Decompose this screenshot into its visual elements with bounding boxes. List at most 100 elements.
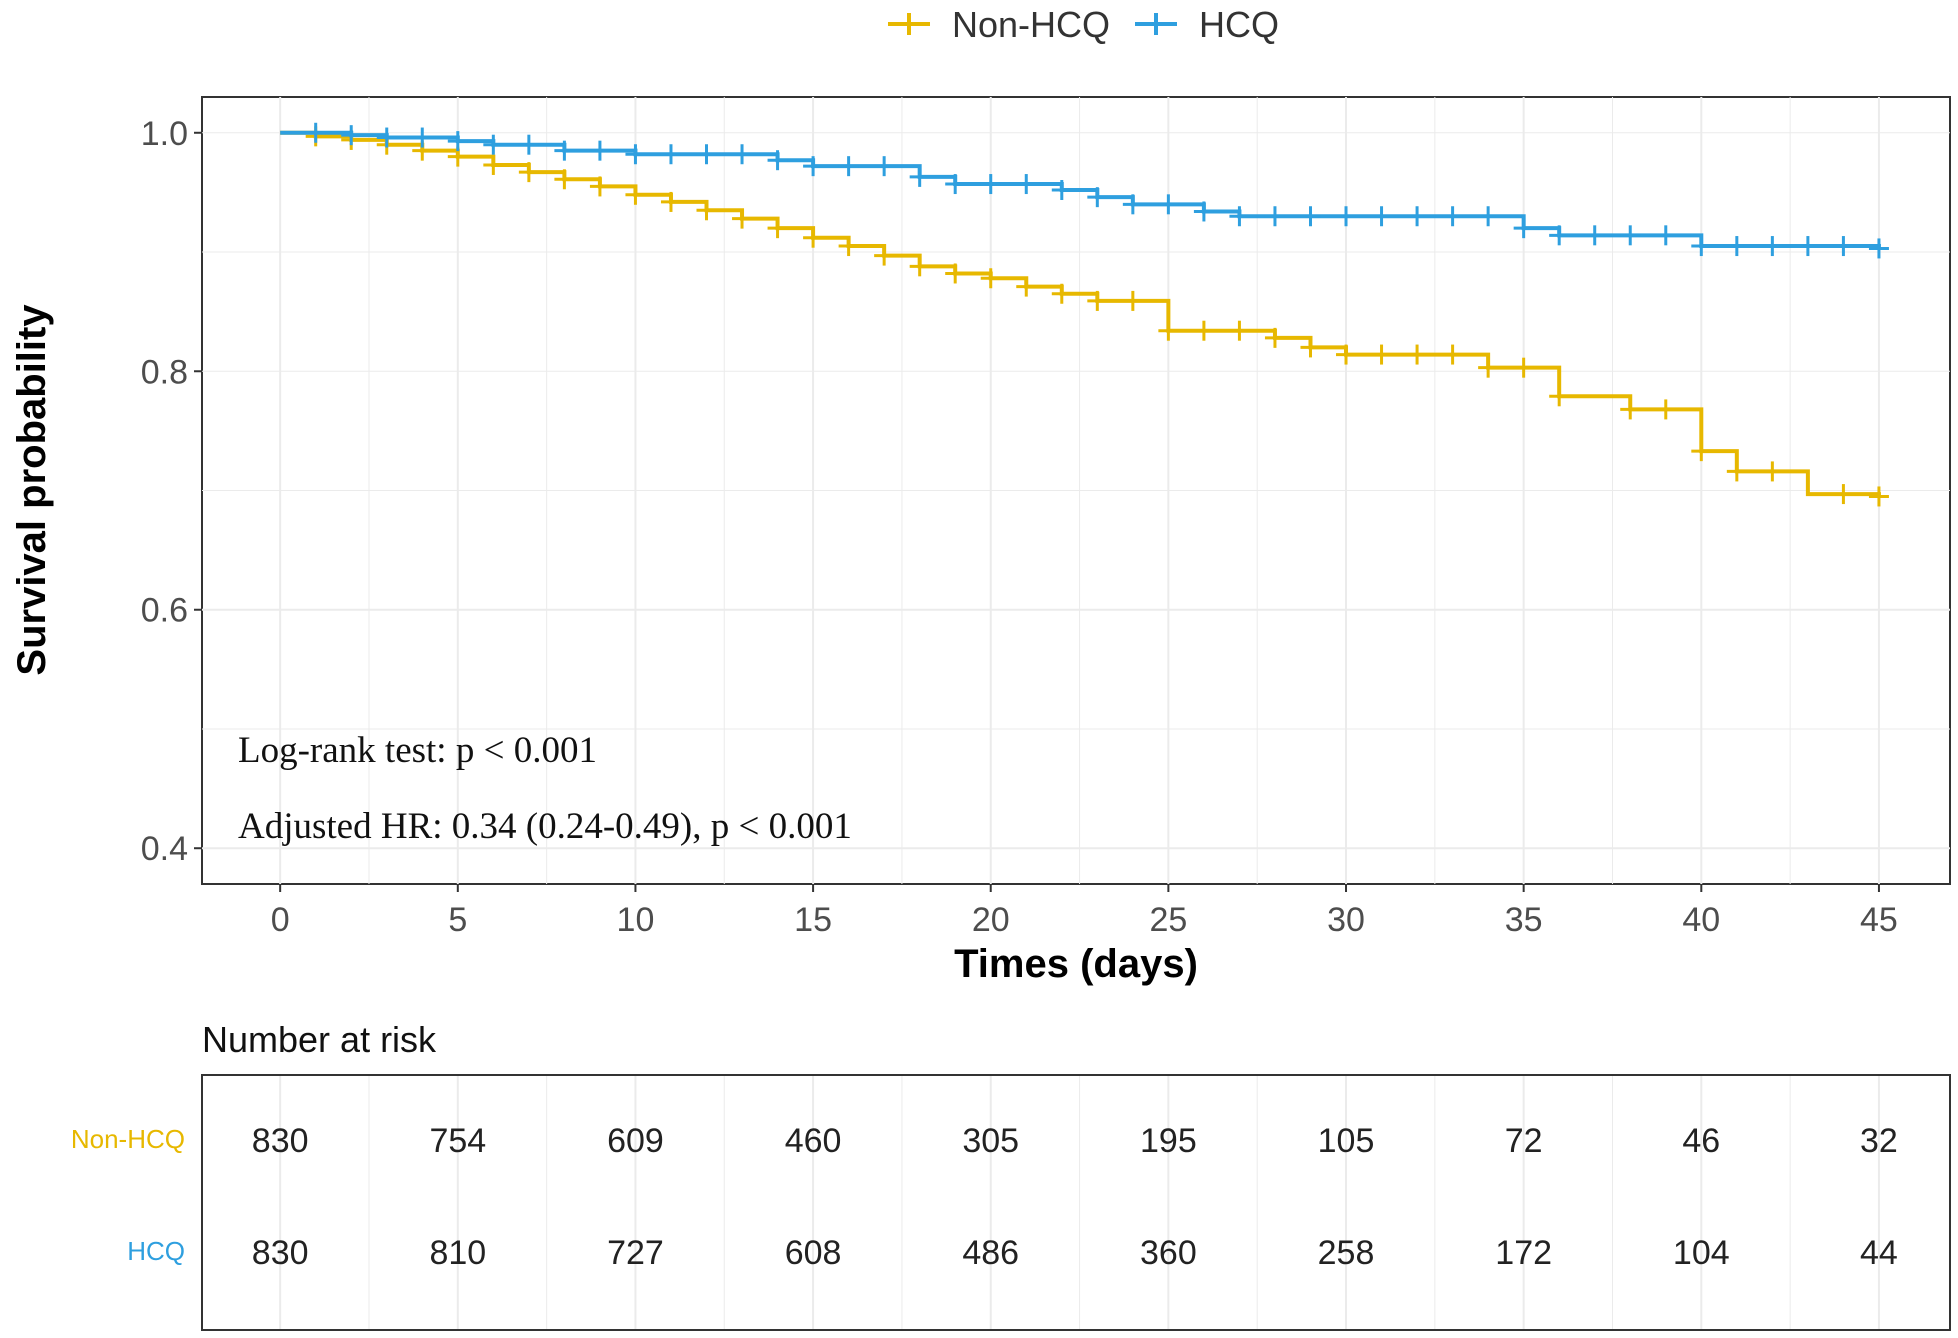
censor-mark-hcq xyxy=(447,131,468,152)
risk-row-label: Non-HCQ xyxy=(71,1124,185,1154)
x-tick-label: 20 xyxy=(972,901,1010,939)
censor-mark-non-hcq xyxy=(874,245,895,266)
censor-mark-hcq xyxy=(1478,206,1499,227)
risk-cell: 305 xyxy=(962,1122,1019,1160)
censor-mark-non-hcq xyxy=(1016,276,1037,297)
censor-mark-hcq xyxy=(1620,225,1641,246)
risk-cell: 830 xyxy=(252,1122,309,1160)
survival-plot: 0.4 0.6 0.8 1.0 0 5 10 15 20 25 30 35 40 45 Survival… xyxy=(10,96,1951,986)
censor-mark-hcq xyxy=(1229,206,1250,227)
censor-mark-non-hcq xyxy=(1371,344,1392,365)
risk-cell: 460 xyxy=(785,1122,842,1160)
censor-mark-hcq xyxy=(732,144,753,165)
legend-label-hcq: HCQ xyxy=(1199,4,1279,45)
risk-cell: 104 xyxy=(1673,1234,1730,1272)
x-tick-label: 5 xyxy=(448,901,467,939)
censor-mark-hcq xyxy=(838,156,859,177)
censor-mark-hcq xyxy=(1122,194,1143,215)
censor-mark-hcq xyxy=(909,166,930,187)
censor-mark-hcq xyxy=(767,150,788,171)
censor-mark-hcq xyxy=(1762,236,1783,257)
censor-mark-non-hcq xyxy=(767,218,788,239)
series-hcq xyxy=(280,122,1889,259)
censor-mark-non-hcq xyxy=(1549,386,1570,407)
logrank-annotation: Log-rank test: p < 0.001 xyxy=(238,730,597,771)
censor-mark-hcq xyxy=(412,127,433,148)
risk-row-label: HCQ xyxy=(127,1236,185,1266)
censor-mark-hcq xyxy=(1726,236,1747,257)
y-tick-label: 1.0 xyxy=(141,115,188,153)
censor-mark-non-hcq xyxy=(1513,357,1534,378)
risk-table-panel xyxy=(201,1074,1951,1331)
censor-mark-non-hcq xyxy=(732,208,753,229)
x-tick-label: 10 xyxy=(617,901,655,939)
risk-cell: 44 xyxy=(1860,1234,1898,1272)
censor-mark-non-hcq xyxy=(1336,344,1357,365)
risk-cell: 258 xyxy=(1318,1234,1375,1272)
risk-cell: 32 xyxy=(1860,1122,1898,1160)
risk-row-non-hcq: Non-HCQ 830 754 609 460 305 195 105 72 46 32 xyxy=(71,1122,1898,1160)
censor-mark-hcq xyxy=(1833,236,1854,257)
y-axis-title: Survival probability xyxy=(10,304,54,676)
censor-mark-hcq xyxy=(1868,238,1889,259)
censor-mark-hcq xyxy=(660,144,681,165)
censor-mark-hcq xyxy=(1158,194,1179,215)
censor-mark-hcq xyxy=(305,122,326,143)
y-tick-label: 0.4 xyxy=(141,830,188,868)
censor-mark-hcq xyxy=(1691,236,1712,257)
censor-mark-non-hcq xyxy=(1087,290,1108,311)
risk-cell: 486 xyxy=(962,1234,1019,1272)
censor-mark-hcq xyxy=(1549,225,1570,246)
risk-row-hcq: HCQ 830 810 727 608 486 360 258 172 104 44 xyxy=(127,1234,1898,1272)
risk-cell: 830 xyxy=(252,1234,309,1272)
x-axis-title: Times (days) xyxy=(954,942,1198,986)
censor-mark-non-hcq xyxy=(1478,357,1499,378)
censor-mark-hcq xyxy=(1051,180,1072,201)
risk-cell: 754 xyxy=(429,1122,486,1160)
censor-mark-non-hcq xyxy=(1407,344,1428,365)
legend-key-hcq xyxy=(1135,13,1177,35)
censor-mark-hcq xyxy=(1016,174,1037,195)
x-tick-label: 35 xyxy=(1505,901,1543,939)
censor-mark-hcq xyxy=(945,174,966,195)
legend-item-hcq: HCQ xyxy=(1135,4,1279,45)
censor-mark-hcq xyxy=(518,134,539,155)
censor-mark-non-hcq xyxy=(945,263,966,284)
risk-table: Number at risk Non-HCQ 830 754 609 460 305 195… xyxy=(71,1019,1951,1331)
censor-mark-non-hcq xyxy=(1620,399,1641,420)
censor-mark-hcq xyxy=(1407,206,1428,227)
x-tick-label: 40 xyxy=(1682,901,1720,939)
censor-mark-hcq xyxy=(376,127,397,148)
censor-mark-non-hcq xyxy=(660,191,681,212)
censor-mark-non-hcq xyxy=(1122,290,1143,311)
censor-mark-hcq xyxy=(1371,206,1392,227)
risk-cell: 608 xyxy=(785,1234,842,1272)
risk-cell: 360 xyxy=(1140,1234,1197,1272)
censor-mark-non-hcq xyxy=(1868,486,1889,507)
risk-cells: Non-HCQ 830 754 609 460 305 195 105 72 46 32 HCQ 830… xyxy=(71,1122,1898,1272)
risk-cell: 195 xyxy=(1140,1122,1197,1160)
legend-item-non-hcq: Non-HCQ xyxy=(888,4,1110,45)
censor-mark-non-hcq xyxy=(909,256,930,277)
series-layer xyxy=(280,122,1889,507)
censor-mark-non-hcq xyxy=(1300,337,1321,358)
legend: Non-HCQ HCQ xyxy=(888,4,1279,45)
censor-mark-hcq xyxy=(980,174,1001,195)
censor-mark-hcq xyxy=(1797,236,1818,257)
censor-mark-non-hcq xyxy=(1193,320,1214,341)
x-tick-label: 45 xyxy=(1860,901,1898,939)
censor-mark-non-hcq xyxy=(980,268,1001,289)
censor-mark-non-hcq xyxy=(838,236,859,257)
y-axis: 0.4 0.6 0.8 1.0 xyxy=(141,115,202,868)
risk-cell: 46 xyxy=(1682,1122,1720,1160)
censor-mark-hcq xyxy=(1442,206,1463,227)
risk-cell: 727 xyxy=(607,1234,664,1272)
censor-mark-non-hcq xyxy=(1229,320,1250,341)
x-axis: 0 5 10 15 20 25 30 35 40 45 xyxy=(271,884,1898,939)
risk-grid-lines xyxy=(279,1076,1880,1329)
censor-mark-non-hcq xyxy=(1691,441,1712,462)
x-tick-label: 15 xyxy=(794,901,832,939)
censor-mark-non-hcq xyxy=(1264,327,1285,348)
censor-mark-non-hcq xyxy=(803,227,824,248)
